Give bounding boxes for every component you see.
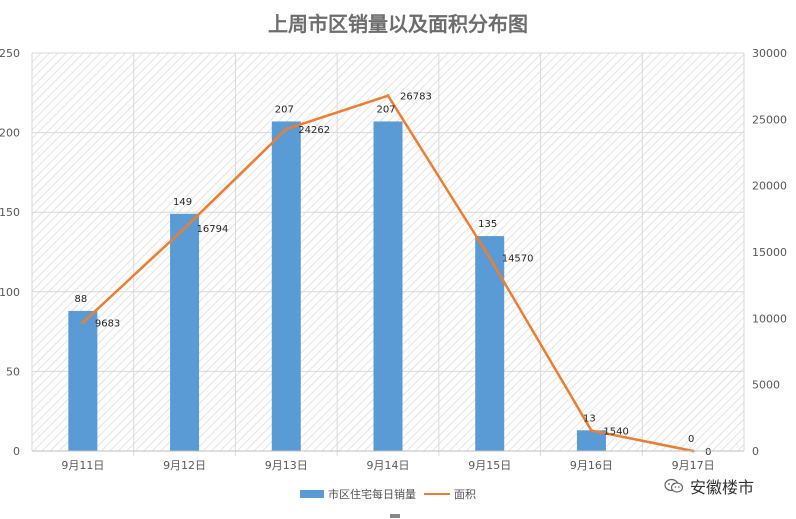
- resize-handle[interactable]: [390, 514, 400, 518]
- line-label: 16794: [197, 224, 229, 235]
- line-point: [386, 94, 390, 98]
- bar-label: 207: [275, 104, 294, 115]
- line-label: 14570: [502, 254, 534, 265]
- legend-swatch-bar: [300, 490, 324, 498]
- bar: [271, 121, 301, 452]
- bar: [373, 121, 403, 452]
- x-tick: 9月15日: [468, 459, 511, 472]
- line-label: 26783: [400, 92, 432, 103]
- chart-title: 上周市区销量以及面积分布图: [268, 12, 528, 36]
- legend-label-line: 面积: [454, 488, 476, 501]
- y-tick-left: 100: [0, 286, 20, 299]
- bar-label: 13: [583, 413, 596, 424]
- y-tick-right: 20000: [752, 180, 787, 193]
- bar: [68, 310, 98, 451]
- x-tick: 9月17日: [672, 459, 715, 472]
- bar: [475, 236, 505, 451]
- bar-label: 149: [173, 197, 192, 208]
- y-tick-right: 10000: [752, 312, 787, 325]
- line-point: [488, 256, 492, 260]
- x-tick: 9月11日: [61, 459, 104, 472]
- x-tick: 9月14日: [367, 459, 410, 472]
- y-tick-right: 0: [752, 445, 759, 458]
- line-point: [589, 429, 593, 433]
- wechat-icon: [664, 478, 684, 494]
- line-label: 0: [705, 447, 711, 458]
- legend-label-bar: 市区住宅每日销量: [328, 488, 416, 501]
- x-tick: 9月16日: [570, 459, 613, 472]
- line-point: [81, 321, 85, 325]
- watermark: 安徽楼市: [664, 474, 754, 498]
- legend-item-line: 面积: [424, 486, 476, 502]
- legend-swatch-line: [424, 493, 450, 495]
- y-tick-left: 50: [6, 365, 20, 378]
- watermark-text: 安徽楼市: [690, 478, 755, 497]
- bar-label: 207: [376, 104, 395, 115]
- bar-label: 88: [74, 294, 87, 305]
- y-tick-left: 200: [0, 127, 20, 140]
- line-point: [183, 226, 187, 230]
- y-tick-left: 0: [13, 445, 20, 458]
- bar-label: 0: [688, 434, 694, 445]
- line-label: 9683: [95, 319, 120, 330]
- x-tick: 9月13日: [265, 459, 308, 472]
- x-tick: 9月12日: [163, 459, 206, 472]
- y-tick-right: 5000: [752, 379, 780, 392]
- bar: [170, 213, 200, 451]
- bar-label: 135: [478, 219, 497, 230]
- y-tick-right: 15000: [752, 246, 787, 259]
- y-tick-right: 30000: [752, 47, 787, 60]
- y-tick-left: 150: [0, 206, 20, 219]
- line-label: 24262: [298, 125, 330, 136]
- legend: 市区住宅每日销量 面积: [300, 486, 476, 502]
- bar: [576, 430, 606, 451]
- line-label: 1540: [603, 427, 628, 438]
- y-tick-right: 25000: [752, 113, 787, 126]
- legend-item-bar: 市区住宅每日销量: [300, 486, 416, 502]
- y-tick-left: 250: [0, 47, 20, 60]
- line-point: [284, 127, 288, 131]
